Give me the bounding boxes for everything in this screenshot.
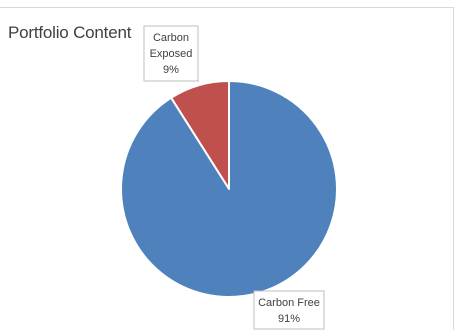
label-line: Carbon Free (258, 297, 320, 309)
pie-slices (120, 80, 338, 298)
label-value: 9% (163, 64, 179, 76)
label-box (143, 25, 199, 82)
chart-title: Portfolio Content (8, 23, 132, 42)
pie-slice-carbon-free (120, 80, 338, 298)
label-line: Exposed (150, 48, 193, 60)
label-value: 91% (278, 313, 300, 325)
data-label-carbon-free: Carbon Free 91% (253, 290, 325, 330)
chart-border-top (0, 7, 454, 8)
data-label-carbon-exposed: Carbon Exposed 9% (143, 25, 199, 82)
label-box (253, 290, 325, 330)
label-line: Carbon (153, 32, 189, 44)
